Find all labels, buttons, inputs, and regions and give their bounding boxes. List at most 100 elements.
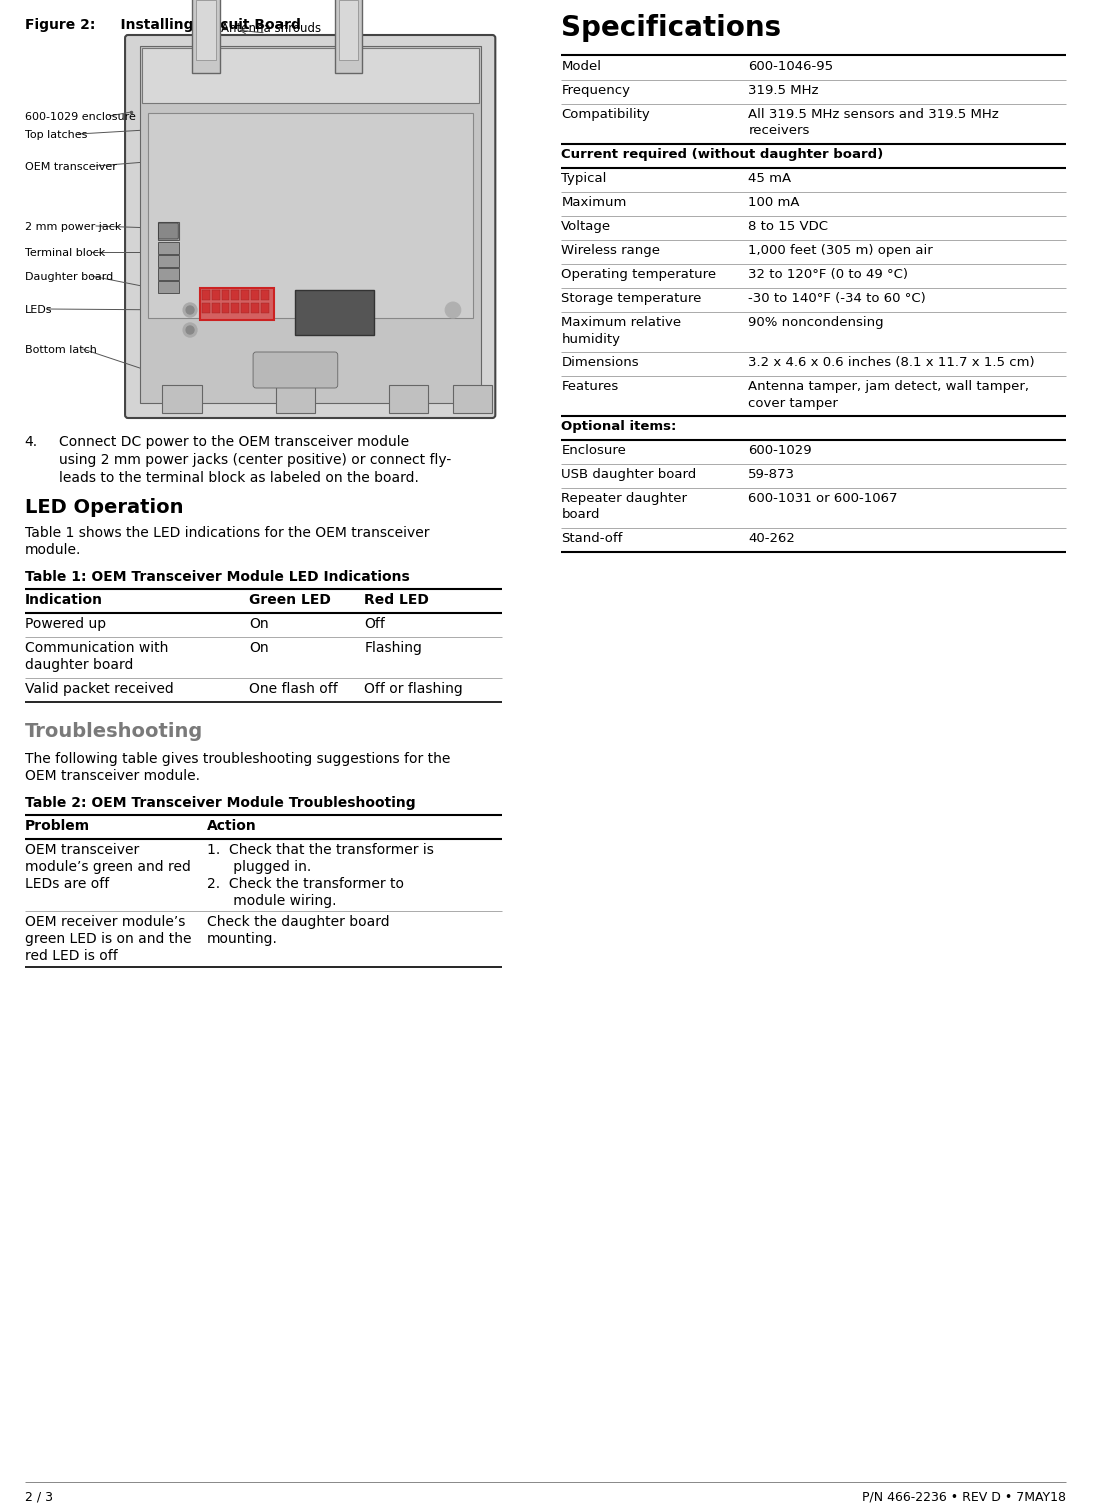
- Text: module wiring.: module wiring.: [207, 893, 337, 908]
- Bar: [232, 303, 239, 312]
- Text: Maximum relative
humidity: Maximum relative humidity: [562, 315, 681, 346]
- Text: All 319.5 MHz sensors and 319.5 MHz
receivers: All 319.5 MHz sensors and 319.5 MHz rece…: [748, 109, 999, 137]
- Text: Operating temperature: Operating temperature: [562, 269, 717, 281]
- Text: Figure 2:: Figure 2:: [24, 18, 95, 32]
- Bar: [199, 288, 274, 320]
- Bar: [212, 290, 219, 300]
- Bar: [157, 281, 179, 293]
- Text: using 2 mm power jacks (center positive) or connect fly-: using 2 mm power jacks (center positive)…: [59, 453, 451, 466]
- Bar: [222, 290, 229, 300]
- Text: Compatibility: Compatibility: [562, 109, 650, 121]
- Text: plugged in.: plugged in.: [207, 860, 311, 874]
- Text: green LED is on and the: green LED is on and the: [24, 933, 191, 946]
- Text: Off: Off: [365, 617, 386, 631]
- Bar: [242, 303, 249, 312]
- Bar: [157, 241, 179, 254]
- Text: Off or flashing: Off or flashing: [365, 682, 463, 696]
- Bar: [232, 290, 239, 300]
- Bar: [212, 303, 219, 312]
- Text: One flash off: One flash off: [249, 682, 338, 696]
- Text: Repeater daughter
board: Repeater daughter board: [562, 492, 687, 522]
- Text: 1,000 feet (305 m) open air: 1,000 feet (305 m) open air: [748, 244, 933, 257]
- Bar: [196, 0, 216, 60]
- Bar: [252, 290, 259, 300]
- Text: Table 1: OEM Transceiver Module LED Indications: Table 1: OEM Transceiver Module LED Indi…: [24, 570, 409, 584]
- Text: OEM transceiver: OEM transceiver: [24, 161, 116, 172]
- Bar: [157, 269, 179, 281]
- Text: Optional items:: Optional items:: [562, 420, 677, 433]
- Text: 40-262: 40-262: [748, 533, 796, 545]
- Circle shape: [183, 323, 197, 337]
- Bar: [261, 290, 269, 300]
- Bar: [389, 385, 429, 413]
- Bar: [147, 113, 473, 318]
- Text: On: On: [249, 617, 269, 631]
- Text: Table 1 shows the LED indications for the OEM transceiver: Table 1 shows the LED indications for th…: [24, 527, 429, 540]
- Text: 4.: 4.: [24, 435, 38, 450]
- Text: Model: Model: [562, 60, 602, 72]
- Text: Top latches: Top latches: [24, 130, 88, 140]
- Bar: [163, 385, 202, 413]
- FancyBboxPatch shape: [253, 352, 338, 388]
- Text: Typical: Typical: [562, 172, 607, 186]
- Text: 3.2 x 4.6 x 0.6 inches (8.1 x 11.7 x 1.5 cm): 3.2 x 4.6 x 0.6 inches (8.1 x 11.7 x 1.5…: [748, 356, 1035, 370]
- Text: 2 mm power jack: 2 mm power jack: [24, 222, 121, 232]
- Text: Enclosure: Enclosure: [562, 444, 626, 457]
- Text: 600-1031 or 600-1067: 600-1031 or 600-1067: [748, 492, 897, 506]
- Text: Stand-off: Stand-off: [562, 533, 623, 545]
- Bar: [453, 385, 492, 413]
- Circle shape: [186, 306, 194, 314]
- Text: red LED is off: red LED is off: [24, 949, 117, 963]
- Text: daughter board: daughter board: [24, 658, 133, 672]
- Bar: [202, 290, 209, 300]
- Bar: [202, 303, 209, 312]
- Text: leads to the terminal block as labeled on the board.: leads to the terminal block as labeled o…: [59, 471, 419, 484]
- Text: LED Operation: LED Operation: [24, 498, 183, 518]
- Text: -30 to 140°F (-34 to 60 °C): -30 to 140°F (-34 to 60 °C): [748, 293, 926, 305]
- Text: 600-1029 enclosure: 600-1029 enclosure: [24, 112, 135, 122]
- Bar: [192, 0, 219, 72]
- Text: Communication with: Communication with: [24, 641, 168, 655]
- FancyBboxPatch shape: [158, 223, 178, 238]
- Bar: [242, 290, 249, 300]
- Text: 32 to 120°F (0 to 49 °C): 32 to 120°F (0 to 49 °C): [748, 269, 909, 281]
- Circle shape: [186, 326, 194, 333]
- Text: Flashing: Flashing: [365, 641, 422, 655]
- Text: 100 mA: 100 mA: [748, 196, 800, 210]
- Bar: [142, 48, 479, 103]
- Text: Wireless range: Wireless range: [562, 244, 660, 257]
- Text: Powered up: Powered up: [24, 617, 105, 631]
- Text: Indication: Indication: [24, 593, 103, 607]
- Bar: [296, 290, 375, 335]
- Text: 90% noncondensing: 90% noncondensing: [748, 315, 884, 329]
- Text: Valid packet received: Valid packet received: [24, 682, 173, 696]
- Text: 319.5 MHz: 319.5 MHz: [748, 85, 819, 97]
- Bar: [252, 303, 259, 312]
- Text: Maximum: Maximum: [562, 196, 627, 210]
- Bar: [222, 303, 229, 312]
- Text: USB daughter board: USB daughter board: [562, 468, 697, 481]
- Text: Current required (without daughter board): Current required (without daughter board…: [562, 148, 883, 161]
- Text: Check the daughter board: Check the daughter board: [207, 914, 389, 930]
- Text: 45 mA: 45 mA: [748, 172, 791, 186]
- Bar: [261, 303, 269, 312]
- Bar: [157, 222, 179, 240]
- Text: Daughter board: Daughter board: [24, 272, 113, 282]
- Text: Problem: Problem: [24, 819, 90, 833]
- Text: Storage temperature: Storage temperature: [562, 293, 701, 305]
- Text: Voltage: Voltage: [562, 220, 612, 232]
- Circle shape: [183, 303, 197, 317]
- Text: Antenna tamper, jam detect, wall tamper,
cover tamper: Antenna tamper, jam detect, wall tamper,…: [748, 380, 1029, 409]
- Text: Connect DC power to the OEM transceiver module: Connect DC power to the OEM transceiver …: [59, 435, 409, 450]
- Text: 8 to 15 VDC: 8 to 15 VDC: [748, 220, 829, 232]
- Text: Specifications: Specifications: [562, 14, 781, 42]
- Text: 1.  Check that the transformer is: 1. Check that the transformer is: [207, 844, 433, 857]
- Text: Action: Action: [207, 819, 257, 833]
- Text: OEM transceiver module.: OEM transceiver module.: [24, 770, 199, 783]
- Text: Green LED: Green LED: [249, 593, 331, 607]
- Text: mounting.: mounting.: [207, 933, 278, 946]
- Text: Dimensions: Dimensions: [562, 356, 639, 370]
- Text: Antenna shrouds: Antenna shrouds: [220, 23, 321, 35]
- Bar: [335, 0, 362, 72]
- Text: LEDs are off: LEDs are off: [24, 877, 109, 890]
